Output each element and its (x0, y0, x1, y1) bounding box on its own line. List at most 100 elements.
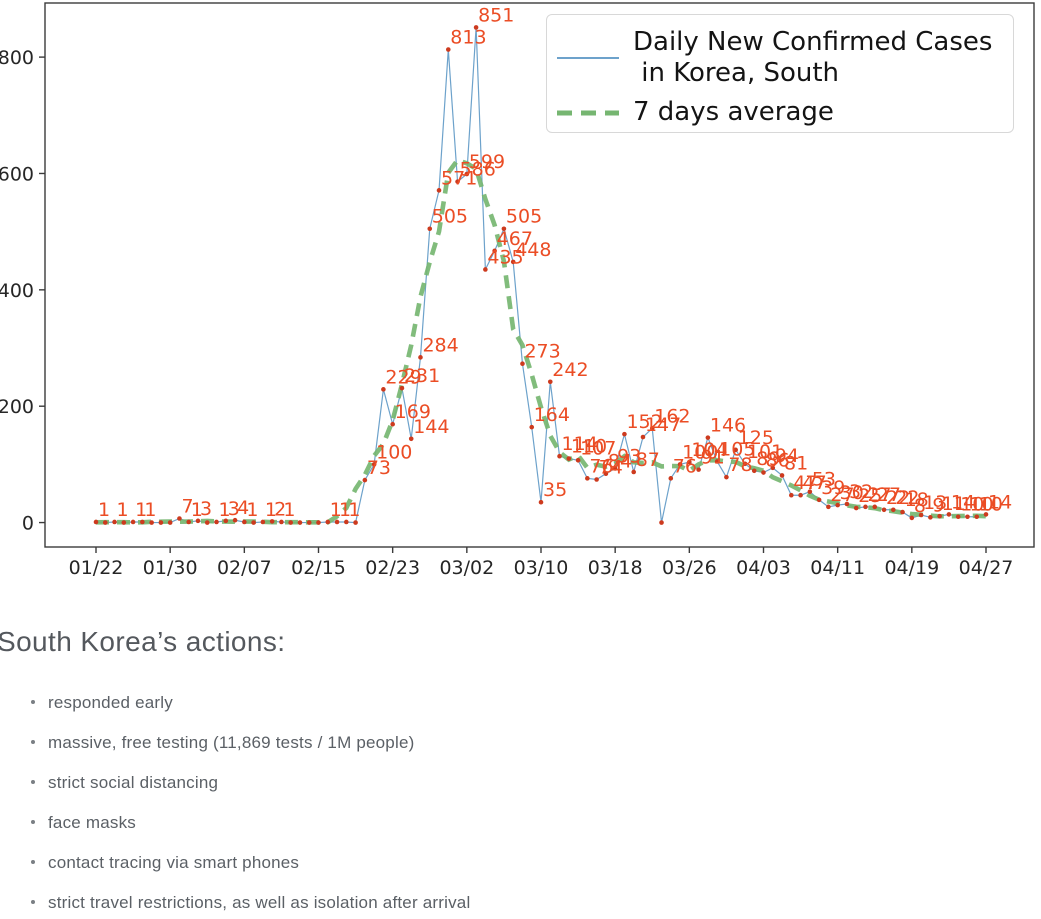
svg-text:505: 505 (506, 206, 542, 228)
svg-text:22: 22 (886, 487, 910, 509)
svg-text:3: 3 (228, 498, 240, 520)
svg-text:74: 74 (599, 457, 623, 479)
svg-text:30: 30 (840, 482, 864, 504)
svg-text:89: 89 (756, 448, 780, 470)
svg-text:800: 800 (0, 47, 34, 69)
svg-text:10: 10 (960, 494, 984, 516)
svg-text:18: 18 (905, 489, 929, 511)
actions-list: responded early massive, free testing (1… (0, 692, 1041, 913)
svg-text:1: 1 (191, 499, 203, 521)
svg-text:1: 1 (348, 499, 360, 521)
legend-label-average: 7 days average (633, 97, 834, 127)
svg-text:25: 25 (858, 485, 882, 507)
svg-text:01/30: 01/30 (143, 557, 198, 579)
svg-text:147: 147 (645, 414, 681, 436)
legend-entry-daily-cases: Daily New Confirmed Cases in Korea, Sout… (556, 27, 992, 89)
svg-text:164: 164 (534, 404, 570, 426)
svg-text:84: 84 (608, 451, 632, 473)
list-item: contact tracing via smart phones (0, 852, 1041, 873)
list-item: responded early (0, 692, 1041, 713)
svg-text:435: 435 (487, 246, 523, 268)
list-item-text: strict social distancing (48, 773, 219, 792)
list-item-text: face masks (48, 813, 136, 832)
svg-text:01/22: 01/22 (69, 557, 124, 579)
svg-text:76: 76 (673, 455, 697, 477)
svg-text:104: 104 (691, 439, 727, 461)
svg-text:13: 13 (923, 492, 947, 514)
svg-text:1: 1 (219, 499, 231, 521)
svg-text:73: 73 (367, 457, 391, 479)
data-point-dots (93, 25, 989, 525)
plot-frame (44, 2, 1035, 548)
svg-text:107: 107 (580, 437, 616, 459)
svg-text:14: 14 (951, 491, 975, 513)
bullet-icon (31, 780, 35, 784)
svg-text:11: 11 (942, 493, 966, 515)
svg-text:1: 1 (98, 499, 110, 521)
covid-chart-figure: 0 200 400 600 800 01/22 01/30 02/07 02/15 02/23 03… (0, 2, 1035, 579)
x-axis: 01/22 01/30 02/07 02/15 02/23 03/02 03/10 03/18… (69, 547, 1013, 579)
svg-text:02/23: 02/23 (365, 557, 420, 579)
svg-text:600: 600 (0, 163, 34, 185)
svg-text:144: 144 (413, 416, 449, 438)
average-line-swatch (556, 108, 620, 118)
legend-label-line1: Daily New Confirmed Cases (633, 27, 993, 57)
svg-text:146: 146 (710, 415, 746, 437)
svg-text:53: 53 (812, 469, 836, 491)
bullet-icon (31, 740, 35, 744)
bullet-icon (31, 900, 35, 904)
svg-text:162: 162 (654, 405, 690, 427)
svg-text:39: 39 (821, 477, 845, 499)
svg-text:1: 1 (339, 499, 351, 521)
y-axis: 0 200 400 600 800 (0, 47, 45, 535)
actions-heading: South Korea’s actions: (0, 626, 286, 657)
svg-text:10: 10 (979, 494, 1003, 516)
svg-text:27: 27 (867, 484, 891, 506)
svg-text:02/15: 02/15 (291, 557, 346, 579)
svg-text:3: 3 (200, 498, 212, 520)
svg-text:114: 114 (562, 433, 598, 455)
svg-text:03/18: 03/18 (588, 557, 643, 579)
svg-text:02/07: 02/07 (217, 557, 272, 579)
svg-text:81: 81 (784, 452, 808, 474)
list-item-text: responded early (48, 693, 173, 712)
svg-text:284: 284 (422, 334, 458, 356)
bullet-icon (31, 860, 35, 864)
svg-text:105: 105 (719, 438, 755, 460)
svg-text:400: 400 (0, 280, 34, 302)
svg-text:04/03: 04/03 (736, 557, 791, 579)
svg-text:200: 200 (0, 396, 34, 418)
svg-text:76: 76 (589, 455, 613, 477)
svg-text:1: 1 (117, 499, 129, 521)
svg-text:27: 27 (877, 484, 901, 506)
svg-text:231: 231 (404, 365, 440, 387)
svg-text:1: 1 (246, 499, 258, 521)
svg-text:467: 467 (497, 228, 533, 250)
svg-text:4: 4 (237, 497, 249, 519)
svg-text:1: 1 (144, 499, 156, 521)
chart-legend: Daily New Confirmed Cases in Korea, Sout… (546, 14, 1014, 133)
legend-label-line2: in Korea, South (633, 58, 840, 88)
bullet-icon (31, 700, 35, 704)
svg-text:1: 1 (283, 499, 295, 521)
list-item: strict social distancing (0, 772, 1041, 793)
svg-text:110: 110 (571, 436, 607, 458)
bullet-icon (31, 820, 35, 824)
svg-text:0: 0 (22, 513, 34, 535)
svg-text:599: 599 (469, 151, 505, 173)
svg-text:91: 91 (701, 447, 725, 469)
svg-text:229: 229 (385, 366, 421, 388)
list-item: face masks (0, 812, 1041, 833)
svg-text:87: 87 (636, 449, 660, 471)
svg-text:505: 505 (432, 206, 468, 228)
svg-text:14: 14 (988, 491, 1012, 513)
cases-chart: 0 200 400 600 800 01/22 01/30 02/07 02/15 02/23 03… (0, 2, 1035, 579)
svg-text:571: 571 (441, 167, 477, 189)
daily-cases-line-swatch (556, 54, 620, 62)
svg-text:152: 152 (626, 411, 662, 433)
svg-text:27: 27 (830, 484, 854, 506)
svg-text:47: 47 (793, 472, 817, 494)
svg-text:1: 1 (265, 499, 277, 521)
svg-text:35: 35 (543, 479, 567, 501)
svg-text:9: 9 (932, 494, 944, 516)
